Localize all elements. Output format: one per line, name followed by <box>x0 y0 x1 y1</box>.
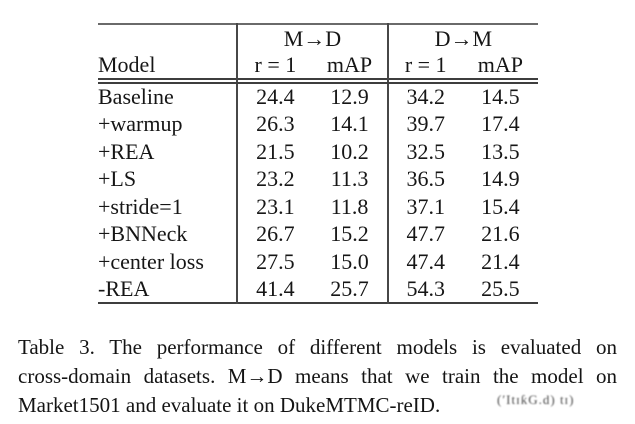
table-row: +stride=1 23.1 11.8 37.1 15.4 <box>98 193 538 221</box>
md-rank1-value: 27.5 <box>256 248 295 274</box>
dm-rank1-value: 36.5 <box>406 166 445 192</box>
dm-map-value: 25.5 <box>481 275 520 301</box>
table-row: +REA 21.5 10.2 32.5 13.5 <box>98 138 538 166</box>
caption-line-1: Table 3. The performance of different mo… <box>18 335 617 359</box>
dm-map-value: 21.4 <box>481 248 520 274</box>
dm-map-value: 17.4 <box>481 111 520 137</box>
model-name: +LS <box>98 165 239 193</box>
dm-rank1-value: 39.7 <box>406 111 445 137</box>
md-rank1-value: 23.1 <box>256 193 295 219</box>
model-name: +warmup <box>98 110 239 138</box>
table-row: Baseline 24.4 12.9 34.2 14.5 <box>98 83 538 111</box>
dm-rank1-value: 32.5 <box>406 138 445 164</box>
dm-rank1-value: 34.2 <box>406 84 445 110</box>
md-map-value: 14.1 <box>312 110 389 138</box>
md-map-value: 15.0 <box>312 248 389 276</box>
watermark-stamp: (ʹItɪƙG.d) tɪ) <box>497 392 575 407</box>
md-map-value: 15.2 <box>312 220 389 248</box>
md-rank1-value: 26.7 <box>256 221 295 247</box>
table-row: +BNNeck 26.7 15.2 47.7 21.6 <box>98 220 538 248</box>
md-rank1-value: 41.4 <box>256 275 295 301</box>
md-map-value: 11.3 <box>312 165 389 193</box>
dm-map-value: 14.9 <box>481 166 520 192</box>
table-row: +warmup 26.3 14.1 39.7 17.4 <box>98 110 538 138</box>
header-md-map: mAP <box>312 52 389 79</box>
header-empty-cell <box>98 24 239 52</box>
column-group-row: M→D D→M <box>98 24 538 52</box>
md-rank1-value: 26.3 <box>256 111 295 137</box>
caption-line-3: Market1501 and evaluate it on DukeMTMC-r… <box>18 393 441 417</box>
table-body: Baseline 24.4 12.9 34.2 14.5 +warmup 26.… <box>98 83 538 303</box>
results-table: M→D D→M Model r = 1 mAP r = 1 mAP Baseli… <box>98 23 538 304</box>
header-model: Model <box>98 52 239 79</box>
table-caption: Table 3. The performance of different mo… <box>18 333 617 420</box>
md-map-value: 12.9 <box>312 83 389 111</box>
md-rank1-value: 23.2 <box>256 166 295 192</box>
column-group-dm: D→M <box>434 25 493 51</box>
model-name: -REA <box>98 275 239 303</box>
dm-rank1-value: 37.1 <box>406 193 445 219</box>
table-row: +LS 23.2 11.3 36.5 14.9 <box>98 165 538 193</box>
dm-map-value: 21.6 <box>481 221 520 247</box>
md-map-value: 10.2 <box>312 138 389 166</box>
dm-map-value: 14.5 <box>481 84 520 110</box>
md-map-value: 11.8 <box>312 193 389 221</box>
column-group-md: M→D <box>237 24 389 52</box>
caption-line-2: cross-domain datasets. M→D means that we… <box>18 364 617 388</box>
md-rank1-value: 21.5 <box>256 138 295 164</box>
dm-map-value: 15.4 <box>481 193 520 219</box>
md-rank1-value: 24.4 <box>256 84 295 110</box>
table-header: M→D D→M Model r = 1 mAP r = 1 mAP <box>98 24 538 84</box>
header-dm-rank1: r = 1 <box>404 52 447 77</box>
model-name: Baseline <box>98 83 239 111</box>
dm-rank1-value: 54.3 <box>406 275 445 301</box>
header-md-rank1: r = 1 <box>254 52 297 77</box>
md-map-value: 25.7 <box>312 275 389 303</box>
table-row: -REA 41.4 25.7 54.3 25.5 <box>98 275 538 303</box>
model-name: +center loss <box>98 248 239 276</box>
dm-rank1-value: 47.4 <box>406 248 445 274</box>
dm-map-value: 13.5 <box>481 138 520 164</box>
header-dm-map: mAP <box>477 52 524 77</box>
column-header-row: Model r = 1 mAP r = 1 mAP <box>98 52 538 79</box>
model-name: +BNNeck <box>98 220 239 248</box>
model-name: +stride=1 <box>98 193 239 221</box>
table-row: +center loss 27.5 15.0 47.4 21.4 <box>98 248 538 276</box>
double-rule <box>98 78 538 84</box>
dm-rank1-value: 47.7 <box>406 221 445 247</box>
model-name: +REA <box>98 138 239 166</box>
